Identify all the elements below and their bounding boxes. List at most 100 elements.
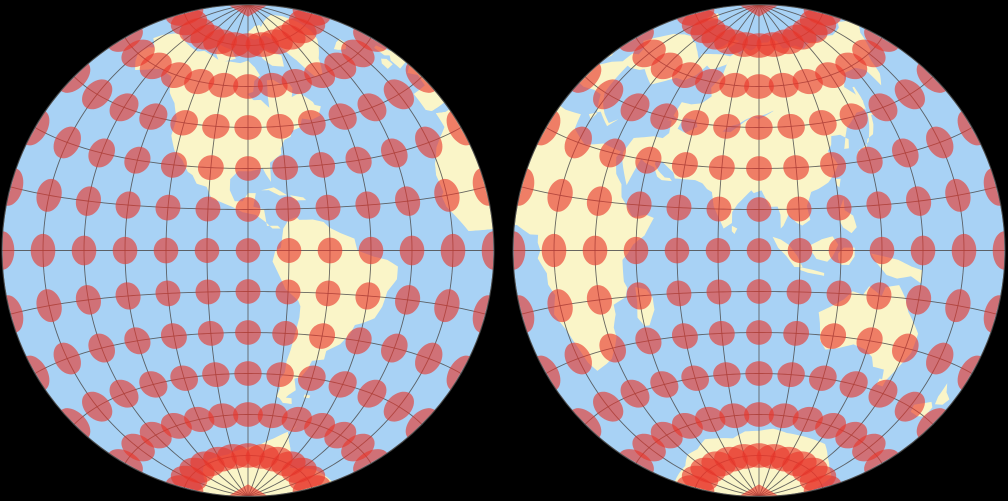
tissot-indicatrix <box>708 320 735 346</box>
tissot-indicatrix <box>170 110 198 136</box>
tissot-indicatrix <box>266 113 294 139</box>
tissot-indicatrix <box>866 191 892 219</box>
tissot-indicatrix <box>619 28 654 52</box>
tissot-indicatrix <box>184 406 215 433</box>
tissot-indicatrix <box>777 113 805 139</box>
tissot-indicatrix <box>792 68 823 95</box>
tissot-indicatrix <box>983 168 1001 206</box>
tissot-indicatrix <box>53 126 81 159</box>
tissot-indicatrix <box>951 233 977 268</box>
tissot-indicatrix <box>620 379 650 408</box>
tissot-indicatrix <box>155 194 181 221</box>
tissot-indicatrix <box>160 323 187 349</box>
tissot-indicatrix <box>869 236 895 265</box>
tissot-indicatrix <box>124 146 151 174</box>
landmass-java <box>799 267 825 276</box>
tissot-indicatrix <box>586 285 612 315</box>
tissot-indicatrix <box>160 412 192 439</box>
tissot-indicatrix <box>571 408 602 438</box>
tissot-indicatrix <box>926 126 954 159</box>
tissot-indicatrix <box>695 68 726 95</box>
tissot-indicatrix <box>746 156 772 181</box>
hemisphere-content <box>2 4 494 497</box>
tissot-indicatrix <box>6 295 24 333</box>
tissot-indicatrix <box>355 282 381 310</box>
tissot-indicatrix <box>228 484 268 496</box>
tissot-indicatrix <box>541 233 567 268</box>
tissot-indicatrix <box>906 186 932 216</box>
tissot-indicatrix <box>620 93 650 122</box>
tissot-indicatrix <box>706 279 732 305</box>
tissot-indicatrix <box>153 237 179 264</box>
tissot-indicatrix <box>892 333 919 363</box>
tissot-indicatrix <box>235 320 261 345</box>
tissot-indicatrix <box>744 74 774 99</box>
tissot-indicatrix <box>783 320 810 346</box>
landmass-japan <box>856 112 876 160</box>
tissot-indicatrix <box>112 236 138 265</box>
tissot-indicatrix <box>60 63 91 93</box>
tissot-indicatrix <box>2 231 15 270</box>
tissot-indicatrix <box>184 68 215 95</box>
tissot-indicatrix <box>746 320 772 345</box>
tissot-indicatrix <box>355 191 381 219</box>
tissot-indicatrix <box>170 365 198 391</box>
tissot-indicatrix <box>75 186 101 216</box>
tissot-indicatrix <box>671 412 703 439</box>
tissot-layer <box>2 5 494 496</box>
tissot-indicatrix <box>671 152 698 178</box>
hemisphere-western-hemisphere <box>1 3 495 498</box>
tissot-indicatrix <box>809 365 837 391</box>
tissot-indicatrix <box>803 475 842 493</box>
tissot-indicatrix <box>619 449 654 473</box>
tissot-indicatrix <box>160 152 187 178</box>
tissot-indicatrix <box>671 62 703 89</box>
tissot-indicatrix <box>472 168 490 206</box>
tissot-indicatrix <box>108 28 143 52</box>
tissot-indicatrix <box>317 237 343 264</box>
tissot-indicatrix <box>719 72 750 98</box>
tissot-indicatrix <box>664 237 690 264</box>
tissot-indicatrix <box>109 379 139 408</box>
tissot-indicatrix <box>744 402 774 427</box>
tissot-indicatrix <box>866 282 892 310</box>
tissot-indicatrix <box>906 285 932 315</box>
tissot-indicatrix <box>856 146 883 174</box>
tissot-indicatrix <box>564 342 592 375</box>
tissot-indicatrix <box>957 111 982 146</box>
tissot-indicatrix <box>586 186 612 216</box>
tissot-indicatrix <box>786 279 812 305</box>
tissot-indicatrix <box>194 238 220 263</box>
tissot-indicatrix <box>713 362 741 388</box>
tissot-indicatrix <box>945 178 971 212</box>
tissot-indicatrix <box>139 371 168 398</box>
tissot-indicatrix <box>626 191 652 219</box>
tissot-indicatrix <box>395 186 421 216</box>
tissot-indicatrix <box>315 280 341 307</box>
tissot-indicatrix <box>786 196 812 222</box>
tissot-indicatrix <box>345 146 372 174</box>
tissot-indicatrix <box>233 402 263 427</box>
tissot-indicatrix <box>826 280 852 307</box>
landmass-hispaniola <box>289 195 307 201</box>
tissot-indicatrix <box>472 295 490 333</box>
tissot-indicatrix <box>695 406 726 433</box>
tissot-indicatrix <box>926 342 954 375</box>
tissot-indicatrix <box>446 355 471 390</box>
tissot-indicatrix <box>768 72 799 98</box>
tissot-indicatrix <box>25 111 50 146</box>
hemisphere-eastern-hemisphere <box>512 3 1006 498</box>
tissot-indicatrix <box>6 168 24 206</box>
hemisphere-outline <box>1 3 495 498</box>
tissot-indicatrix <box>536 111 561 146</box>
tissot-indicatrix <box>434 289 460 323</box>
tissot-indicatrix <box>82 391 113 422</box>
tissot-indicatrix <box>357 379 387 408</box>
tissot-indicatrix <box>803 8 842 26</box>
tissot-indicatrix <box>234 361 262 386</box>
tissot-indicatrix <box>582 235 608 266</box>
tissot-indicatrix <box>202 113 230 139</box>
tissot-indicatrix <box>124 327 151 355</box>
tissot-indicatrix <box>983 295 1001 333</box>
